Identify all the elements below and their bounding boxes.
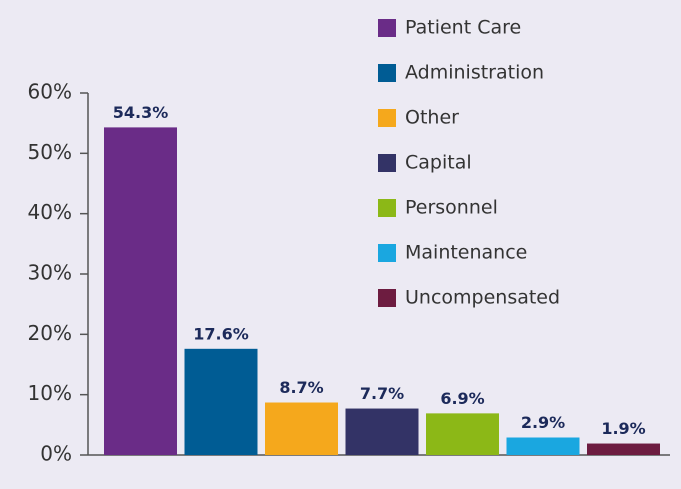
legend-label: Other bbox=[405, 107, 459, 129]
legend-label: Capital bbox=[405, 152, 472, 174]
bar bbox=[184, 348, 258, 455]
legend-label: Patient Care bbox=[405, 17, 521, 39]
legend-swatch bbox=[378, 289, 396, 307]
data-label: 7.7% bbox=[360, 384, 404, 403]
y-tick-label: 40% bbox=[28, 200, 72, 224]
legend-label: Maintenance bbox=[405, 242, 527, 264]
legend-swatch bbox=[378, 199, 396, 217]
y-tick-label: 10% bbox=[28, 381, 72, 405]
data-label: 54.3% bbox=[113, 103, 169, 122]
y-tick-label: 0% bbox=[40, 442, 72, 466]
y-tick-label: 30% bbox=[28, 261, 72, 285]
bar bbox=[506, 437, 580, 455]
data-label: 6.9% bbox=[440, 389, 484, 408]
bar bbox=[104, 127, 177, 455]
legend-swatch bbox=[378, 19, 396, 37]
data-label: 2.9% bbox=[521, 413, 565, 432]
bar bbox=[345, 408, 419, 455]
legend-swatch bbox=[378, 154, 396, 172]
y-tick-label: 50% bbox=[28, 140, 72, 164]
y-tick-label: 60% bbox=[28, 80, 72, 104]
legend-label: Uncompensated bbox=[405, 287, 560, 309]
legend-swatch bbox=[378, 244, 396, 262]
legend-swatch bbox=[378, 109, 396, 127]
data-label: 1.9% bbox=[601, 419, 645, 438]
legend-swatch bbox=[378, 64, 396, 82]
bar bbox=[426, 413, 499, 455]
bar bbox=[587, 443, 660, 455]
data-label: 8.7% bbox=[279, 378, 323, 397]
data-label: 17.6% bbox=[193, 324, 249, 343]
legend-label: Administration bbox=[405, 62, 544, 84]
bar bbox=[265, 402, 338, 455]
legend-label: Personnel bbox=[405, 197, 498, 219]
y-tick-label: 20% bbox=[28, 321, 72, 345]
